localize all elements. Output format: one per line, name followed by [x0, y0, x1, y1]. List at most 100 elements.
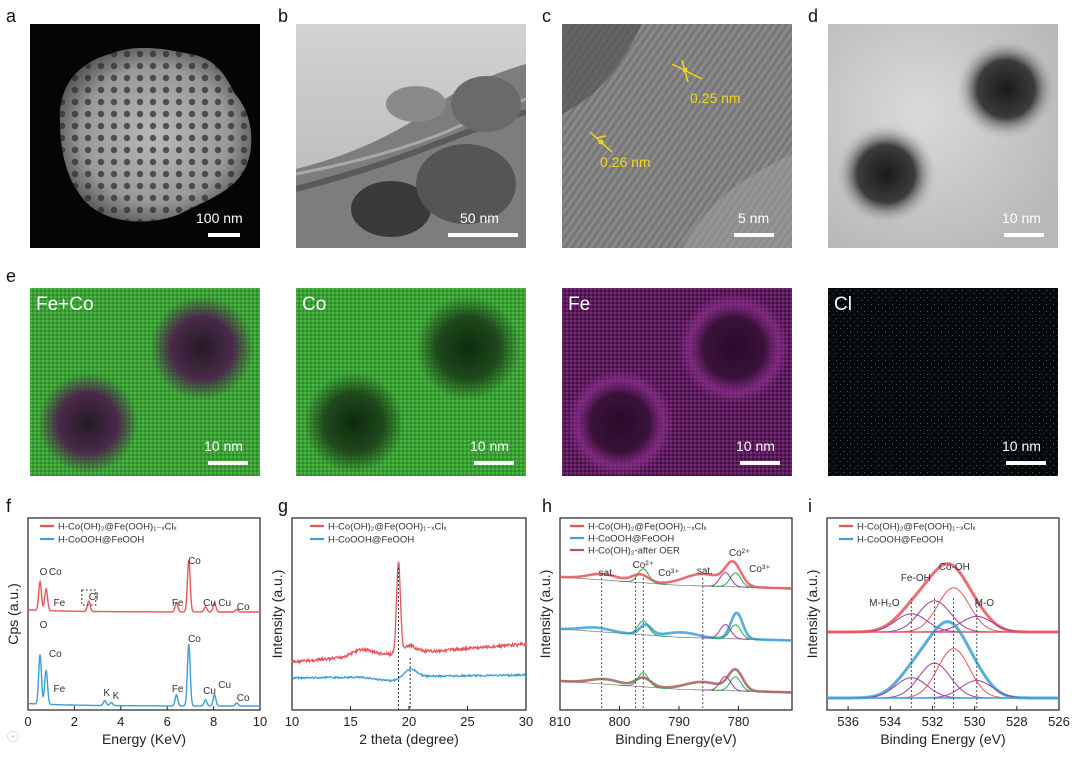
- x-axis-label: 2 theta (degree): [359, 731, 459, 747]
- eds-map-cl: Cl 10 nm: [828, 288, 1058, 476]
- fit-component: [619, 568, 668, 585]
- panel-letter-c: c: [542, 6, 551, 26]
- x-tick-label: 526: [1048, 714, 1070, 729]
- peak-annotation: Co: [188, 634, 201, 645]
- peak-annotation: K: [113, 691, 120, 702]
- peak-annotation: Co-OH: [939, 562, 970, 573]
- xrd-pattern-chart: 10 15 20 25 30 2 theta (degree) Intensity (a.u…: [270, 517, 533, 747]
- scale-bar-label: 10 nm: [470, 438, 509, 454]
- x-axis-label: Binding Energy(eV): [615, 731, 736, 747]
- peak-annotation: Fe: [54, 598, 66, 609]
- peak-annotation: Fe: [172, 684, 184, 695]
- scale-bar-label: 10 nm: [204, 438, 243, 454]
- xps-curve-red: [560, 560, 792, 590]
- peak-annotation: Cu: [203, 598, 216, 609]
- peak-annotation: M-H₂O: [869, 598, 900, 609]
- peak-annotation: Co: [237, 693, 250, 704]
- plot-frame: [291, 517, 527, 711]
- peak-annotation: O: [40, 620, 48, 631]
- peak-annotation: Cu: [218, 680, 231, 691]
- x-tick-label: 790: [668, 714, 690, 729]
- peak-annotation: M-O: [975, 598, 995, 609]
- scale-bar: [734, 233, 774, 237]
- x-tick-label: 15: [343, 714, 357, 729]
- panel-letter-b: b: [278, 6, 289, 26]
- eds-map-label: Fe: [568, 294, 591, 315]
- fit-component: [711, 676, 760, 692]
- x-tick-label: 10: [285, 714, 299, 729]
- scale-bar: [448, 233, 518, 237]
- x-tick-label: 30: [519, 714, 533, 729]
- legend-entry: H-Co(OH)₂@Fe(OOH)₁₋ₓClₓ: [58, 522, 177, 533]
- peak-annotation: O: [40, 567, 48, 578]
- peak-annotation: Fe-OH: [901, 573, 931, 584]
- peak-annotation: Co: [188, 556, 201, 567]
- peak-annotation: Co³⁺: [658, 568, 679, 579]
- fit-component: [619, 672, 668, 689]
- panel-letter-e: e: [6, 266, 17, 286]
- fit-component: [711, 624, 760, 640]
- fit-component: [701, 676, 750, 692]
- panel-letter-h: h: [542, 496, 553, 516]
- peak-annotation: sat.: [697, 566, 713, 577]
- scale-bar: [474, 461, 514, 465]
- peak-annotation: Co³⁺: [749, 564, 770, 575]
- x-tick-label: 8: [210, 714, 217, 729]
- x-tick-label: 534: [879, 714, 901, 729]
- scale-bar-label: 50 nm: [460, 210, 499, 226]
- eds-map-label: Fe+Co: [36, 294, 94, 315]
- watermark-logo: ☉: [6, 729, 20, 746]
- y-axis-label: Intensity (a.u.): [805, 570, 820, 659]
- scale-bar-label: 5 nm: [738, 210, 770, 226]
- peak-annotation: Cu: [203, 686, 216, 697]
- scale-bar-label: 10 nm: [736, 438, 775, 454]
- lattice-spacing-label: 0.25 nm: [690, 90, 741, 106]
- legend-entry: H-Co(OH)₂@Fe(OOH)₁₋ₓClₓ: [857, 522, 976, 533]
- x-tick-label: 536: [837, 714, 859, 729]
- y-axis-label: Intensity (a.u.): [270, 570, 285, 659]
- fit-component: [619, 620, 668, 637]
- x-tick-label: 4: [117, 714, 124, 729]
- scale-bar-label: 100 nm: [196, 210, 243, 226]
- peak-annotation: Co²⁺: [633, 560, 654, 571]
- fit-component: [701, 572, 750, 588]
- x-tick-label: 20: [402, 714, 416, 729]
- peak-annotation: Co: [237, 602, 250, 613]
- legend-entry: H-CoOOH@FeOOH: [857, 535, 943, 546]
- peak-annotation: Fe: [172, 598, 184, 609]
- peak-annotation: K: [103, 688, 110, 699]
- peak-annotation: sat.: [599, 568, 615, 579]
- plot-frame: [27, 517, 261, 711]
- x-tick-label: 6: [164, 714, 171, 729]
- x-axis-label: Energy (KeV): [102, 731, 186, 747]
- xps-co2p-chart: 810 800 790 780 Binding Energy(eV) Intensity …: [540, 517, 793, 747]
- annotation-box: [81, 589, 97, 606]
- legend-entry: H-CoOOH@FeOOH: [328, 535, 414, 546]
- y-axis-label: Intensity (a.u.): [540, 570, 553, 659]
- eds-map-co: Co 10 nm: [296, 288, 526, 476]
- panel-letter-g: g: [278, 496, 289, 516]
- legend-entry: H-CoOOH@FeOOH: [58, 535, 144, 546]
- xps-o1s-chart: 536 534 532 530 528 526 Binding Energy (eV) Int…: [805, 517, 1070, 747]
- legend-entry: H-Co(OH)₂@Fe(OOH)₁₋ₓClₓ: [328, 522, 447, 533]
- hrtem-image-c: 0.25 nm 0.26 nm 5 nm: [562, 24, 792, 248]
- panel-letter-f: f: [6, 496, 12, 516]
- spectrum-line-blue: [28, 643, 260, 707]
- eds-map-fe-co: Fe+Co 10 nm: [30, 288, 260, 476]
- x-tick-label: 10: [253, 714, 267, 729]
- legend-entry: H-Co(OH)₂@Fe(OOH)₁₋ₓClₓ: [588, 522, 707, 533]
- scale-bar: [208, 461, 248, 465]
- peak-annotation: Cl: [89, 592, 98, 603]
- eds-map-label: Cl: [834, 294, 852, 315]
- eds-map-label: Co: [302, 294, 327, 315]
- x-tick-label: 530: [964, 714, 986, 729]
- plot-frame: [826, 517, 1060, 711]
- plot-frame: [559, 517, 793, 711]
- scale-bar: [1006, 461, 1046, 465]
- scale-bar: [208, 233, 240, 237]
- x-tick-label: 0: [24, 714, 31, 729]
- fit-component: [890, 648, 1017, 699]
- xrd-line-blue: [291, 667, 527, 683]
- x-tick-label: 25: [460, 714, 474, 729]
- panel-letter-d: d: [808, 6, 819, 26]
